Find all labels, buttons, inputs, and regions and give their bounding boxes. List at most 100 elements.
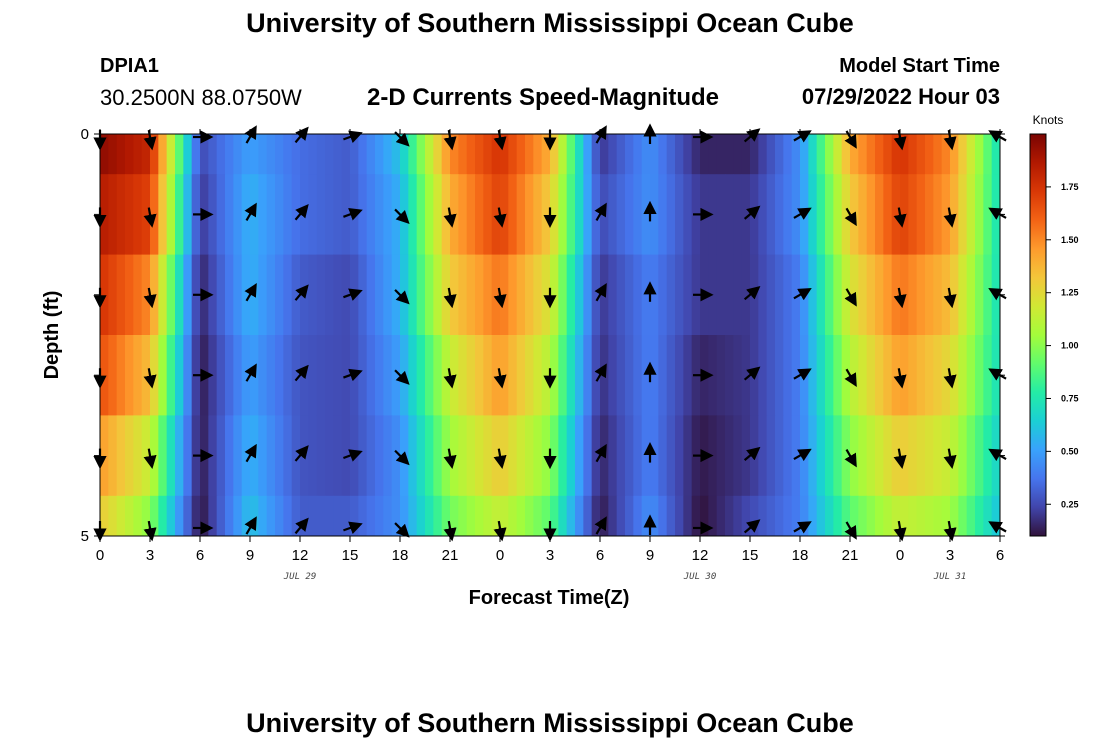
heatmap-cell (208, 495, 218, 536)
heatmap-cell (258, 495, 268, 536)
heatmap-cell (216, 174, 226, 256)
heatmap-cell (708, 415, 718, 497)
heatmap-cell (725, 415, 734, 497)
heatmap-cell (783, 495, 793, 536)
heatmap-cell (333, 495, 343, 536)
heatmap-cell (800, 134, 809, 175)
heatmap-cell (516, 254, 526, 336)
heatmap-cell (366, 495, 376, 536)
heatmap-cell (675, 174, 684, 256)
heatmap-cell (450, 495, 459, 536)
current-arrow (343, 368, 363, 382)
colorbar-tick-label: 0.25 (1061, 499, 1079, 509)
heatmap-cell (583, 415, 593, 497)
heatmap-cell (175, 495, 184, 536)
heatmap-cell (875, 335, 884, 416)
heatmap-cell (250, 495, 259, 536)
y-axis: 05 (81, 126, 1005, 545)
heatmap-cell (641, 254, 651, 336)
heatmap-cell (366, 174, 376, 256)
heatmap-cell (775, 254, 784, 336)
current-arrow (443, 520, 457, 542)
heatmap-cell (133, 415, 143, 497)
heatmap-cell (425, 335, 434, 416)
current-arrow (493, 287, 507, 309)
heatmap-cell (683, 254, 693, 336)
x-tick-label: 18 (792, 547, 809, 564)
heatmap-cell (900, 415, 909, 497)
heatmap-cell (566, 254, 576, 336)
heatmap-cell (916, 174, 926, 256)
heatmap-cell (208, 335, 218, 416)
x-tick-label: 0 (96, 547, 104, 564)
heatmap-cell (333, 254, 343, 336)
current-arrow (493, 448, 507, 469)
heatmap-cell (350, 134, 359, 175)
heatmap-cell (708, 134, 718, 175)
heatmap-cell (766, 174, 776, 256)
heatmap-cell (375, 174, 384, 256)
heatmap-cell (808, 254, 818, 336)
heatmap-cell (983, 495, 993, 536)
heatmap-cell (125, 495, 134, 536)
heatmap-cell (875, 174, 884, 256)
heatmap-cell (850, 134, 859, 175)
heatmap-cell (158, 495, 168, 536)
heatmap-cell (283, 174, 293, 256)
heatmap-cell (566, 174, 576, 256)
heatmap-cell (383, 254, 393, 336)
heatmap-cell (508, 415, 518, 497)
x-tick-label: 21 (442, 547, 459, 564)
heatmap-cell (200, 134, 209, 175)
heatmap-cell (425, 415, 434, 497)
y-tick-label: 0 (81, 126, 89, 143)
heatmap-cell (683, 415, 693, 497)
heatmap-cell (808, 335, 818, 416)
current-arrow (844, 521, 857, 540)
current-arrow (343, 449, 363, 462)
heatmap-cell (600, 495, 609, 536)
heatmap-cell (316, 174, 326, 256)
heatmap-cell (666, 254, 676, 336)
heatmap-cell (633, 335, 643, 416)
heatmap-cell (108, 254, 118, 336)
heatmap-cell (541, 174, 551, 256)
heatmap-cell (916, 134, 926, 175)
heatmap-cell (158, 174, 168, 256)
heatmap-cell (341, 134, 351, 175)
current-arrow (943, 448, 957, 469)
heatmap-cell (950, 134, 959, 175)
heatmap-cell (866, 495, 876, 536)
date-label: JUL 30 (683, 572, 717, 582)
heatmap-cell (841, 495, 851, 536)
colorbar-tick-label: 0.75 (1061, 393, 1079, 403)
heatmap-cell (458, 254, 468, 336)
heatmap-cell (916, 415, 926, 497)
heatmap-cell (216, 134, 226, 175)
heatmap-cell (866, 134, 876, 175)
heatmap-cell (258, 174, 268, 256)
heatmap-cell (325, 134, 334, 175)
page-title: University of Southern Mississippi Ocean… (246, 8, 854, 38)
heatmap-cell (966, 254, 976, 336)
heatmap-cell (325, 335, 334, 416)
current-arrow (394, 522, 410, 538)
heatmap-cell (708, 495, 718, 536)
heatmap-cell (658, 254, 668, 336)
heatmap-cell (600, 134, 609, 175)
current-arrow (743, 286, 761, 301)
heatmap-cell (416, 495, 426, 536)
current-arrow (844, 207, 857, 227)
current-arrow (594, 363, 607, 382)
current-arrow (793, 207, 812, 220)
x-tick-label: 3 (146, 547, 154, 564)
heatmap-cell (508, 254, 518, 336)
y-axis-label: Depth (ft) (41, 291, 63, 380)
heatmap-cell (483, 134, 493, 175)
colorbar-tick-label: 1.25 (1061, 288, 1079, 298)
heatmap-cell (558, 335, 568, 416)
station-coordinates: 30.2500N 88.0750W (100, 85, 302, 110)
heatmap-cell (883, 495, 893, 536)
heatmap-cell (516, 174, 526, 256)
